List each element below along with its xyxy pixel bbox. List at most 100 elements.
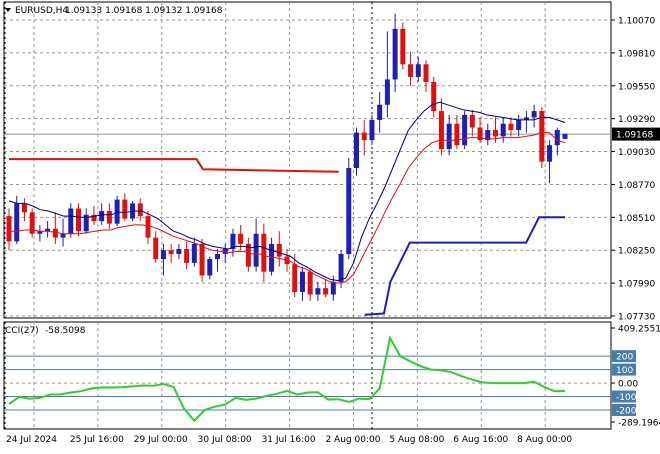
candle-body (114, 199, 120, 224)
candle-body (485, 130, 491, 141)
candle-body (83, 214, 89, 232)
cci-level-badge (612, 350, 636, 363)
candle-body (423, 64, 429, 82)
candle-body (531, 111, 537, 118)
candle-body (37, 231, 43, 234)
candle-body (269, 243, 275, 272)
cci-value-label: -58.5098 (45, 326, 86, 336)
candle-body (191, 243, 197, 263)
candle-body (369, 119, 375, 141)
x-tick-label: 25 Jul 16:00 (70, 435, 124, 445)
candle-body (199, 243, 205, 276)
candle-body (21, 203, 27, 213)
candle-body (354, 132, 359, 168)
candle-body (462, 114, 468, 146)
x-tick-label: 29 Jul 00:00 (134, 435, 188, 445)
cci-level-label: -200 (616, 406, 637, 416)
slow-ma-line (9, 132, 566, 284)
candle-body (523, 117, 529, 120)
candle-body (91, 214, 97, 222)
candle-body (207, 259, 213, 276)
cci-level-label: -100 (616, 393, 637, 403)
candle-body (500, 123, 506, 137)
candle-body (516, 119, 522, 131)
x-tick-label: 31 Jul 16:00 (262, 435, 316, 445)
cci-level-label: 200 (616, 353, 633, 363)
candle-body (408, 64, 414, 77)
candle-body (14, 203, 20, 242)
price-tick-label: 1.10070 (618, 17, 655, 27)
candle-body (361, 132, 367, 141)
x-tick-label: 8 Aug 00:00 (517, 435, 572, 445)
candle-body (222, 248, 228, 255)
ohlc-label: 1.09133 1.09168 1.09132 1.09168 (65, 6, 223, 16)
candle-body (508, 123, 514, 131)
price-tick-label: 1.08770 (618, 181, 655, 191)
candle-body (122, 199, 128, 219)
candle-body (160, 250, 166, 260)
candle-body (547, 145, 553, 162)
cci-panel-frame (3, 321, 612, 430)
candle-body (230, 233, 236, 249)
x-tick-label: 24 Jul 2024 (6, 435, 57, 445)
candle-body (176, 248, 182, 255)
candle-body (106, 211, 112, 224)
candle-body (431, 81, 437, 112)
candle-body (6, 216, 12, 242)
candle-body (29, 212, 35, 234)
current-price-label: 1.09168 (616, 131, 653, 141)
upper-trail-line (9, 158, 339, 173)
candle-body (323, 288, 329, 295)
candle-body (469, 114, 475, 128)
price-tick-label: 1.07730 (618, 313, 655, 323)
symbol-label: EURUSD,H4 (15, 6, 68, 16)
candle-body (539, 111, 545, 162)
cci-tick-label: 0.00 (618, 380, 638, 390)
cci-name-label: CCI(27) (5, 326, 39, 336)
time-axis: 24 Jul 2024 25 Jul 16:00 29 Jul 00:00 30 Ju… (6, 435, 572, 445)
cci-level-badge (612, 390, 636, 403)
price-tick-label: 1.07990 (618, 280, 655, 290)
candle-body (400, 28, 406, 65)
lower-trail-line (364, 216, 565, 316)
candle-body (330, 281, 336, 295)
price-tick-label: 1.08510 (618, 214, 655, 224)
candle-body (168, 250, 174, 255)
candle-body (346, 168, 352, 255)
cci-level-label: 100 (616, 366, 633, 376)
x-tick-label: 6 Aug 16:00 (453, 435, 508, 445)
price-tick-label: 1.09810 (618, 49, 655, 59)
price-panel: 1.10070 1.09810 1.09550 1.09290 1.09030 1.087… (3, 1, 660, 323)
cci-tick-label: -289.1964 (618, 419, 660, 429)
candle-body (184, 248, 190, 263)
candle-body (52, 228, 58, 238)
price-tick-label: 1.09290 (618, 115, 655, 125)
candle-body (137, 203, 143, 217)
candle-body (377, 104, 383, 120)
candle-body (261, 233, 267, 272)
candle-body (68, 208, 74, 234)
candle-body (215, 254, 220, 260)
candle-body (384, 79, 390, 105)
candle-body (315, 288, 321, 295)
x-tick-label: 5 Aug 08:00 (389, 435, 444, 445)
x-tick-label: 2 Aug 00:00 (325, 435, 380, 445)
candle-body (477, 127, 483, 141)
cci-level-badge (612, 403, 636, 416)
candle-body (45, 228, 51, 232)
symbol-menu-triangle-icon[interactable] (5, 8, 11, 12)
candle-body (99, 211, 105, 222)
candle-body (493, 130, 498, 137)
candle-body (554, 130, 560, 146)
fast-ma-line (8, 101, 566, 282)
cci-level-badge (612, 363, 636, 376)
candle-body (253, 233, 259, 267)
candle-body (338, 254, 344, 282)
cci-line (8, 335, 566, 423)
candle-body (153, 237, 159, 260)
candle-body (446, 123, 452, 150)
candle-body (276, 243, 282, 257)
candle-body (145, 216, 151, 238)
candle-body (438, 111, 444, 150)
